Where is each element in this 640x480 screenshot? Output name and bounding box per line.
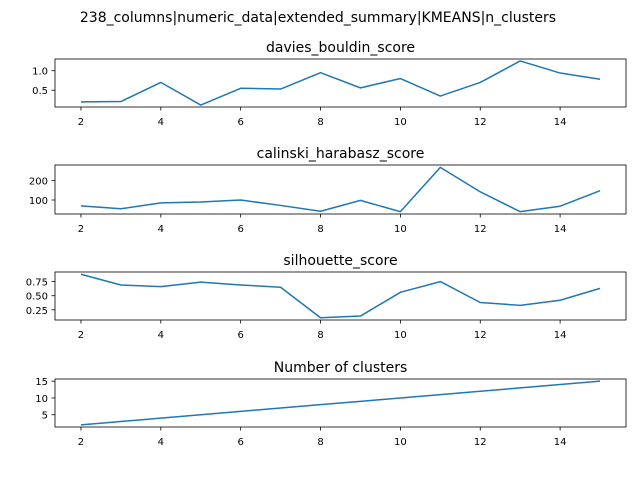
subplot-3: silhouette_score 2 4 6 8 10 12 14 0.25 0.50 0.75 [26, 253, 627, 341]
x-tick-label: 14 [554, 224, 567, 235]
x-tick-label: 6 [237, 330, 243, 341]
x-tick-label: 4 [158, 330, 164, 341]
y-tick-label: 0.25 [26, 306, 48, 317]
x-tick-label: 2 [78, 224, 84, 235]
figure-suptitle: 238_columns|numeric_data|extended_summar… [80, 10, 556, 26]
y-tick-label: 0.5 [32, 86, 48, 97]
x-tick-label: 10 [394, 224, 407, 235]
x-tick-label: 6 [237, 224, 243, 235]
x-tick-label: 14 [554, 330, 567, 341]
axes-frame [54, 378, 627, 428]
y-tick-label: 5 [42, 411, 48, 422]
x-tick-label: 4 [158, 437, 164, 448]
x-tick-label: 12 [474, 330, 487, 341]
series-line [80, 380, 601, 426]
subplot-title: silhouette_score [283, 253, 397, 269]
series-line [80, 60, 601, 106]
x-tick-label: 2 [78, 437, 84, 448]
x-tick-label: 6 [237, 117, 243, 128]
x-tick-label: 2 [78, 117, 84, 128]
subplot-2: calinski_harabasz_score 2 4 6 8 10 12 14 100 200 [29, 146, 627, 235]
x-tick-label: 8 [317, 224, 323, 235]
y-tick-label: 200 [29, 177, 48, 188]
y-tick-label: 0.50 [26, 292, 48, 303]
axes-frame [54, 271, 627, 321]
x-tick-label: 10 [394, 117, 407, 128]
y-tick-label: 100 [29, 196, 48, 207]
axes-frame [54, 164, 627, 215]
x-tick-label: 14 [554, 117, 567, 128]
subplot-title: davies_bouldin_score [266, 40, 415, 56]
x-tick-label: 12 [474, 437, 487, 448]
x-tick-label: 12 [474, 117, 487, 128]
series-line [80, 273, 601, 319]
axes-frame [54, 58, 627, 108]
x-tick-label: 12 [474, 224, 487, 235]
x-tick-label: 6 [237, 437, 243, 448]
y-tick-label: 15 [35, 377, 48, 388]
x-tick-label: 14 [554, 437, 567, 448]
subplot-title: Number of clusters [274, 360, 408, 376]
y-tick-label: 1.0 [32, 67, 48, 78]
x-tick-label: 4 [158, 117, 164, 128]
y-tick-label: 0.75 [26, 278, 48, 289]
x-tick-label: 4 [158, 224, 164, 235]
x-tick-label: 10 [394, 437, 407, 448]
x-tick-label: 8 [317, 437, 323, 448]
x-tick-label: 10 [394, 330, 407, 341]
subplot-title: calinski_harabasz_score [257, 146, 425, 162]
subplot-1: davies_bouldin_score 2 4 6 8 10 12 14 0.5 1.0 [32, 40, 627, 128]
x-tick-label: 8 [317, 330, 323, 341]
y-tick-label: 10 [35, 394, 48, 405]
series-line [80, 166, 601, 213]
x-tick-label: 2 [78, 330, 84, 341]
x-tick-label: 8 [317, 117, 323, 128]
subplot-4: Number of clusters 2 4 6 8 10 12 14 5 10 15 [35, 360, 627, 448]
